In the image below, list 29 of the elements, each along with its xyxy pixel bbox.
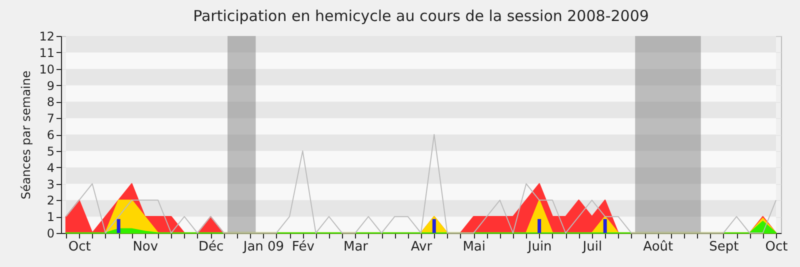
- chart-title: Participation en hemicycle au cours de la session 2008-2009: [193, 7, 649, 25]
- x-tick-label: Fév: [292, 240, 315, 254]
- y-tick-label: 0: [46, 226, 54, 240]
- y-tick-label: 7: [46, 112, 54, 126]
- x-tick-label: Août: [643, 240, 674, 254]
- x-tick-label: Juil: [582, 240, 602, 254]
- x-tick-label: Mai: [462, 240, 486, 254]
- y-tick-label: 4: [46, 160, 54, 175]
- x-tick-label: Nov: [132, 240, 158, 254]
- x-tick-label: Jan 09: [242, 240, 284, 254]
- y-tick-label: 2: [46, 194, 54, 208]
- x-tick-label: Oct: [68, 240, 91, 254]
- y-tick-label: 1: [46, 210, 54, 224]
- y-tick-label: 12: [39, 30, 54, 44]
- x-tick-label: Sept: [709, 240, 739, 254]
- x-tick-label: Juin: [526, 240, 552, 254]
- y-tick-label: 6: [46, 128, 54, 142]
- x-tick-label: Mar: [343, 240, 369, 254]
- y-tick-label: 10: [39, 62, 54, 76]
- x-tick-label: Déc: [198, 240, 224, 254]
- y-tick-label: 11: [39, 46, 54, 60]
- y-tick-label: 3: [46, 177, 54, 192]
- y-axis-title: Séances par semaine: [19, 70, 34, 200]
- y-tick-label: 9: [46, 78, 54, 93]
- line-series: [66, 134, 776, 234]
- x-tick-label: Oct: [765, 240, 788, 254]
- x-tick-label: Avr: [410, 240, 433, 254]
- y-tick-label: 5: [46, 144, 54, 158]
- y-tick-label: 8: [46, 95, 54, 110]
